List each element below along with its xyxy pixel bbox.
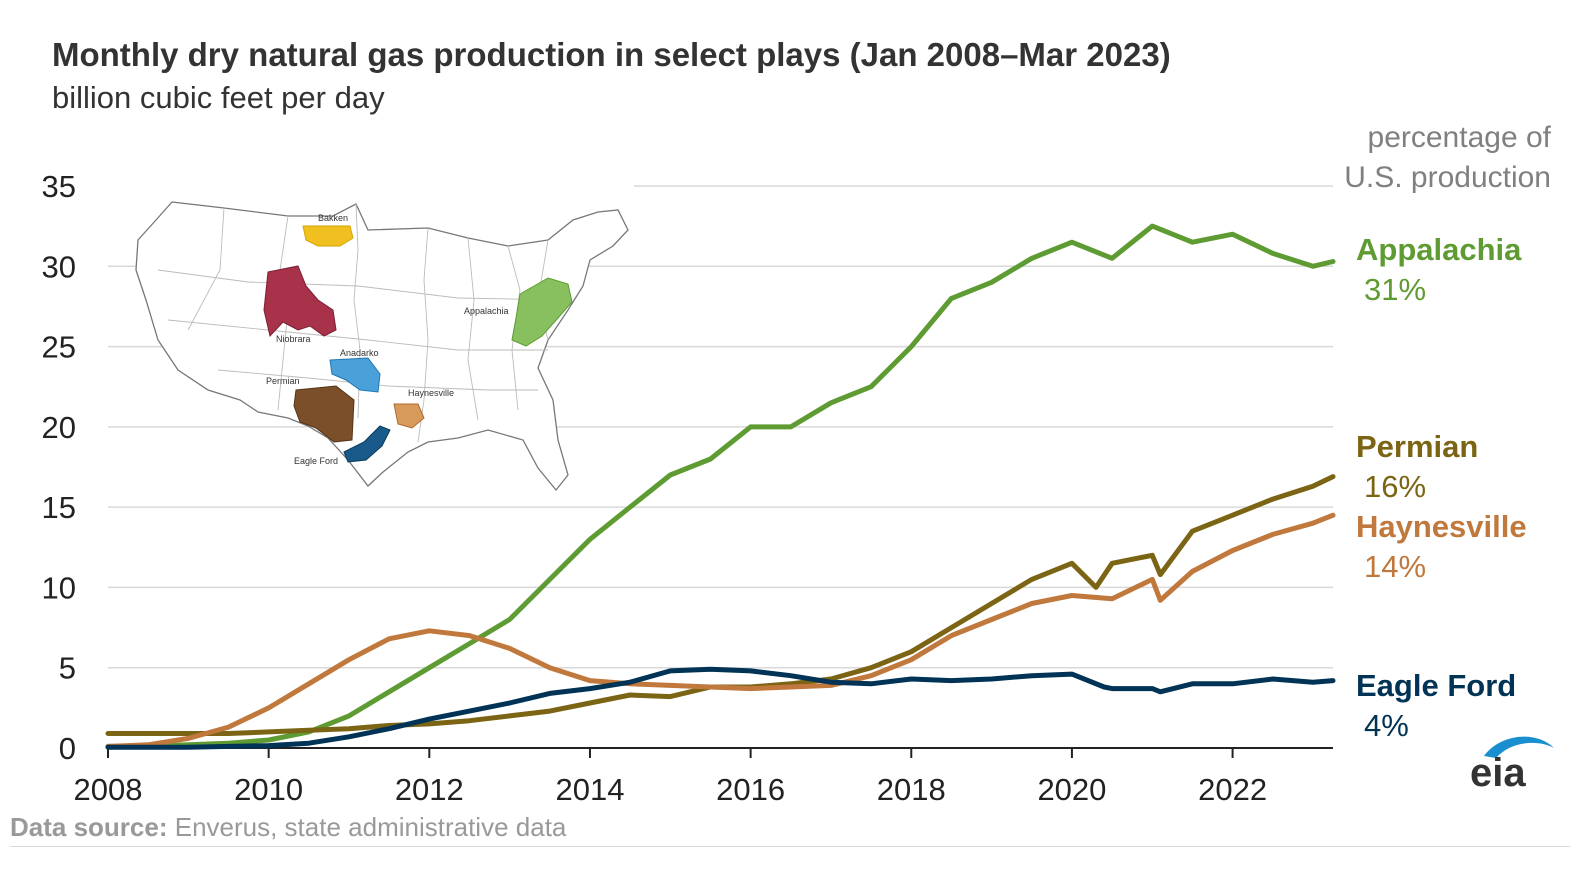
end-label-eagle-ford: Eagle Ford — [1356, 668, 1516, 703]
inset-map: Bakken Niobrara Anadarko Permian Haynesv… — [135, 201, 629, 492]
x-tick-label: 2012 — [395, 772, 464, 807]
end-label-appalachia: Appalachia — [1356, 232, 1522, 267]
series-line-haynesville — [105, 512, 1336, 749]
eia-logo-arc — [1484, 736, 1554, 758]
niobrara-region — [263, 265, 337, 338]
eia-logo: eia — [1470, 736, 1554, 795]
data-source-note: Data source: Enverus, state administrati… — [10, 812, 566, 843]
map-label-niobrara: Niobrara — [276, 334, 311, 344]
chart-subtitle: billion cubic feet per day — [52, 80, 385, 115]
end-label-haynesville: Haynesville — [1356, 509, 1527, 544]
share-label-haynesville: 14% — [1364, 549, 1426, 584]
percentage-heading: percentage of U.S. production — [1291, 118, 1551, 198]
map-label-anadarko: Anadarko — [340, 348, 379, 358]
percentage-heading-line2: U.S. production — [1344, 161, 1551, 194]
percentage-heading-line1: percentage of — [1367, 121, 1551, 154]
y-tick-label: 30 — [42, 249, 76, 284]
anadarko-region — [329, 357, 381, 393]
y-tick-label: 35 — [42, 169, 76, 204]
x-tick-label: 2016 — [716, 772, 785, 807]
x-axis-ticks: 2008 2010 2012 2014 2016 2018 2020 2022 — [74, 748, 1267, 807]
y-tick-label: 5 — [59, 651, 76, 686]
x-tick-label: 2020 — [1037, 772, 1106, 807]
x-tick-label: 2018 — [877, 772, 946, 807]
chart-title: Monthly dry natural gas production in se… — [52, 36, 1171, 73]
y-tick-label: 10 — [42, 570, 76, 605]
map-label-permian: Permian — [266, 376, 300, 386]
map-label-appalachia: Appalachia — [464, 306, 509, 316]
eia-logo-text: eia — [1470, 751, 1526, 795]
share-label-permian: 16% — [1364, 469, 1426, 504]
data-source-text: Enverus, state administrative data — [174, 812, 567, 842]
x-tick-label: 2010 — [234, 772, 303, 807]
x-tick-label: 2022 — [1198, 772, 1267, 807]
eagle-ford-region — [343, 425, 391, 463]
y-axis-ticks: 0 5 10 15 20 25 30 35 — [42, 169, 76, 766]
y-tick-label: 0 — [59, 731, 76, 766]
footer-divider — [10, 846, 1570, 847]
series-lines — [105, 223, 1336, 750]
map-label-bakken: Bakken — [318, 213, 348, 223]
state-borders — [157, 203, 569, 443]
appalachia-region — [511, 277, 573, 347]
haynesville-region — [393, 403, 425, 429]
x-tick-label: 2014 — [555, 772, 624, 807]
share-label-eagle-ford: 4% — [1364, 708, 1409, 743]
series-line-eagle-ford — [105, 666, 1336, 750]
y-tick-label: 15 — [42, 490, 76, 525]
data-source-label: Data source: — [10, 812, 168, 842]
series-end-labels: Appalachia 31% Permian 16% Haynesville 14% Eag… — [1356, 232, 1527, 743]
permian-region — [293, 385, 355, 443]
end-label-permian: Permian — [1356, 429, 1478, 464]
us-outline — [135, 201, 629, 492]
share-label-appalachia: 31% — [1364, 272, 1426, 307]
map-label-haynesville: Haynesville — [408, 388, 454, 398]
y-tick-label: 25 — [42, 330, 76, 365]
y-tick-label: 20 — [42, 410, 76, 445]
bakken-region — [302, 225, 354, 247]
map-label-eagle-ford: Eagle Ford — [294, 456, 338, 466]
x-tick-label: 2008 — [74, 772, 143, 807]
